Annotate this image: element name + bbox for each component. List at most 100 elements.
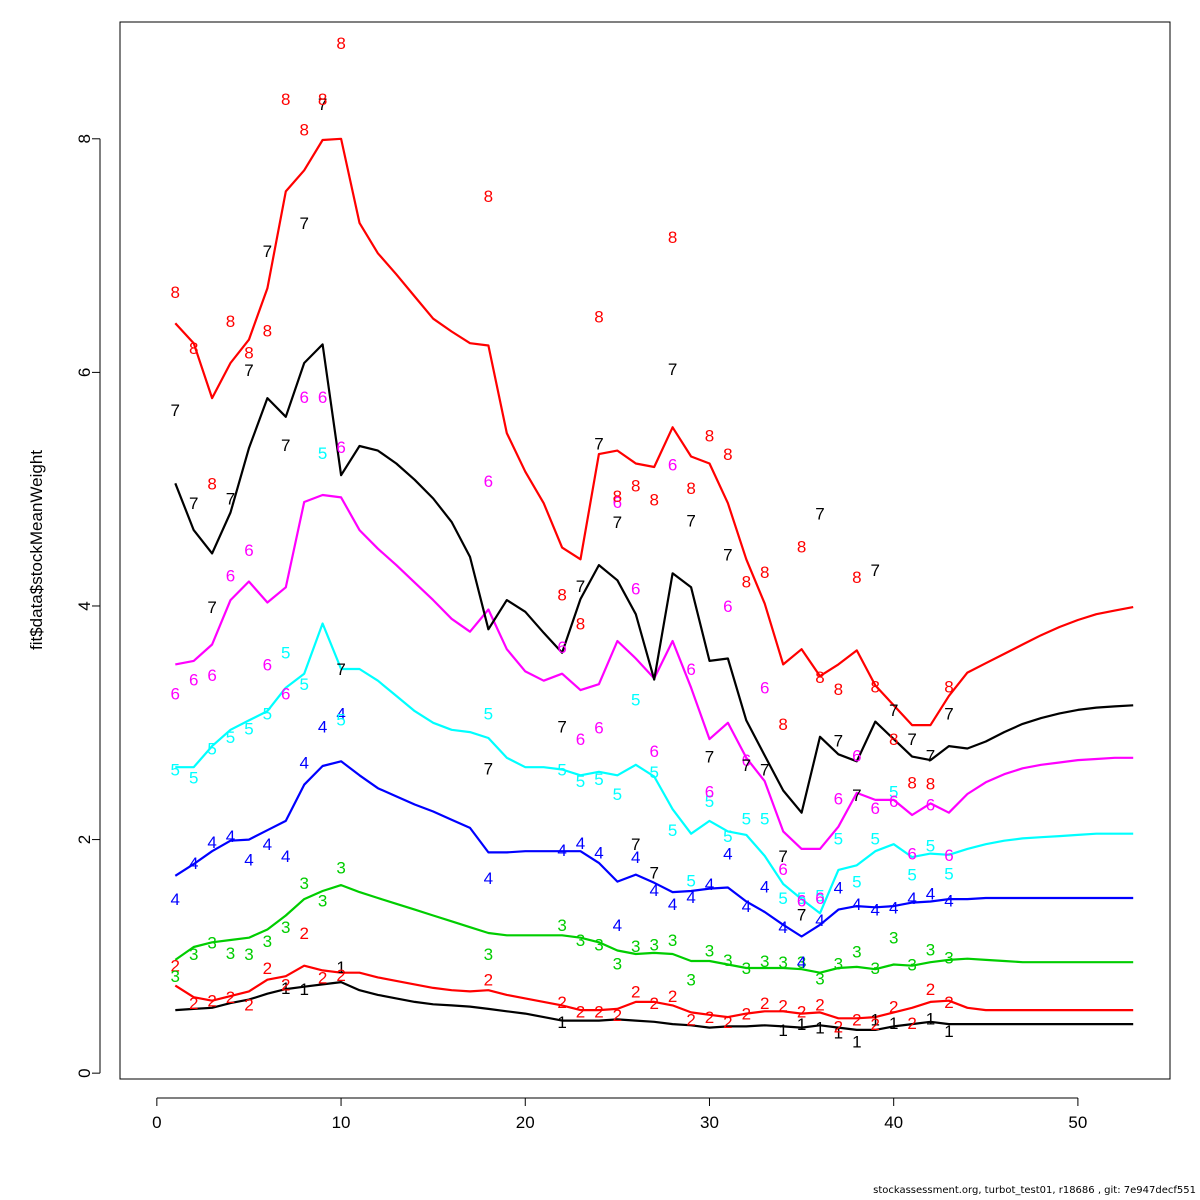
obs-point-age-4: 4 bbox=[613, 916, 622, 935]
obs-point-age-7: 7 bbox=[263, 242, 272, 261]
obs-point-age-5: 5 bbox=[797, 889, 806, 908]
obs-point-age-4: 4 bbox=[263, 835, 272, 854]
obs-point-age-6: 6 bbox=[576, 730, 585, 749]
obs-point-age-4: 4 bbox=[318, 717, 327, 736]
obs-point-age-2: 2 bbox=[889, 998, 898, 1017]
obs-point-age-7: 7 bbox=[613, 513, 622, 532]
obs-point-age-2: 2 bbox=[797, 1002, 806, 1021]
obs-point-age-2: 2 bbox=[281, 975, 290, 994]
obs-point-age-8: 8 bbox=[686, 479, 695, 498]
obs-point-age-6: 6 bbox=[189, 671, 198, 690]
obs-point-age-7: 7 bbox=[889, 701, 898, 720]
obs-point-age-1: 1 bbox=[926, 1009, 935, 1028]
obs-point-age-7: 7 bbox=[171, 401, 180, 420]
obs-point-age-4: 4 bbox=[723, 845, 732, 864]
fit-line-age-7 bbox=[174, 343, 1134, 814]
obs-point-age-7: 7 bbox=[705, 748, 714, 767]
obs-point-age-7: 7 bbox=[852, 786, 861, 805]
obs-point-age-3: 3 bbox=[189, 945, 198, 964]
obs-point-age-2: 2 bbox=[649, 994, 658, 1013]
obs-point-age-8: 8 bbox=[742, 572, 751, 591]
obs-point-age-1: 1 bbox=[299, 980, 308, 999]
x-tick-label: 0 bbox=[152, 1113, 161, 1132]
fit-line-age-6 bbox=[175, 493, 1134, 851]
obs-point-age-7: 7 bbox=[484, 759, 493, 778]
obs-point-age-4: 4 bbox=[557, 841, 566, 860]
obs-point-age-6: 6 bbox=[889, 792, 898, 811]
obs-point-age-8: 8 bbox=[723, 445, 732, 464]
obs-point-age-5: 5 bbox=[907, 866, 916, 885]
obs-point-age-5: 5 bbox=[318, 444, 327, 463]
obs-point-age-7: 7 bbox=[226, 490, 235, 509]
obs-point-age-8: 8 bbox=[263, 321, 272, 340]
x-tick-label: 30 bbox=[700, 1113, 719, 1132]
obs-point-age-8: 8 bbox=[705, 426, 714, 445]
obs-point-age-2: 2 bbox=[318, 968, 327, 987]
obs-point-age-7: 7 bbox=[742, 756, 751, 775]
obs-point-age-3: 3 bbox=[834, 954, 843, 973]
obs-point-age-2: 2 bbox=[557, 993, 566, 1012]
fit-line-age-3 bbox=[174, 883, 1134, 974]
obs-point-age-2: 2 bbox=[594, 1002, 603, 1021]
obs-point-age-2: 2 bbox=[778, 996, 787, 1015]
obs-point-age-2: 2 bbox=[705, 1008, 714, 1027]
obs-point-age-1: 1 bbox=[281, 979, 290, 998]
obs-point-age-4: 4 bbox=[336, 704, 345, 723]
obs-point-age-5: 5 bbox=[742, 810, 751, 829]
obs-point-age-5: 5 bbox=[649, 763, 658, 782]
obs-point-age-1: 1 bbox=[557, 1013, 566, 1032]
obs-point-age-5: 5 bbox=[686, 871, 695, 890]
obs-point-age-5: 5 bbox=[705, 792, 714, 811]
obs-point-age-3: 3 bbox=[207, 933, 216, 952]
obs-point-age-8: 8 bbox=[557, 585, 566, 604]
obs-point-age-6: 6 bbox=[557, 638, 566, 657]
obs-point-age-6: 6 bbox=[281, 685, 290, 704]
obs-point-age-6: 6 bbox=[244, 541, 253, 560]
obs-point-age-5: 5 bbox=[723, 827, 732, 846]
obs-point-age-6: 6 bbox=[907, 845, 916, 864]
obs-point-age-8: 8 bbox=[944, 678, 953, 697]
obs-point-age-5: 5 bbox=[668, 821, 677, 840]
obs-point-age-6: 6 bbox=[299, 388, 308, 407]
obs-point-age-3: 3 bbox=[649, 936, 658, 955]
obs-point-age-7: 7 bbox=[557, 717, 566, 736]
obs-point-age-8: 8 bbox=[907, 773, 916, 792]
obs-point-age-6: 6 bbox=[263, 655, 272, 674]
fit-line-age-8 bbox=[174, 137, 1134, 727]
obs-point-age-6: 6 bbox=[926, 796, 935, 815]
obs-point-age-6: 6 bbox=[742, 751, 751, 770]
obs-point-age-4: 4 bbox=[594, 843, 603, 862]
obs-point-age-5: 5 bbox=[576, 772, 585, 791]
obs-point-age-7: 7 bbox=[760, 760, 769, 779]
obs-point-age-6: 6 bbox=[871, 799, 880, 818]
obs-point-age-5: 5 bbox=[613, 785, 622, 804]
obs-point-age-3: 3 bbox=[797, 953, 806, 972]
obs-point-age-5: 5 bbox=[557, 760, 566, 779]
obs-point-age-7: 7 bbox=[576, 577, 585, 596]
obs-point-age-3: 3 bbox=[263, 932, 272, 951]
obs-point-age-1: 1 bbox=[797, 1015, 806, 1034]
plot-frame bbox=[119, 21, 1171, 1080]
obs-point-age-3: 3 bbox=[631, 937, 640, 956]
obs-point-age-2: 2 bbox=[834, 1017, 843, 1036]
obs-point-age-7: 7 bbox=[281, 436, 290, 455]
obs-point-age-8: 8 bbox=[668, 228, 677, 247]
obs-point-age-5: 5 bbox=[281, 644, 290, 663]
obs-point-age-8: 8 bbox=[889, 730, 898, 749]
obs-point-age-4: 4 bbox=[871, 901, 880, 920]
obs-point-age-8: 8 bbox=[299, 120, 308, 139]
obs-point-age-3: 3 bbox=[594, 936, 603, 955]
obs-point-age-2: 2 bbox=[815, 995, 824, 1014]
obs-point-age-3: 3 bbox=[484, 945, 493, 964]
obs-point-age-3: 3 bbox=[171, 967, 180, 986]
obs-point-age-4: 4 bbox=[742, 897, 751, 916]
obs-point-age-4: 4 bbox=[797, 953, 806, 972]
obs-point-age-6: 6 bbox=[631, 579, 640, 598]
obs-point-age-5: 5 bbox=[299, 675, 308, 694]
obs-point-age-5: 5 bbox=[815, 887, 824, 906]
obs-point-age-3: 3 bbox=[281, 918, 290, 937]
obs-point-age-8: 8 bbox=[336, 34, 345, 53]
obs-point-age-6: 6 bbox=[484, 472, 493, 491]
obs-point-age-8: 8 bbox=[613, 487, 622, 506]
obs-point-age-5: 5 bbox=[226, 728, 235, 747]
